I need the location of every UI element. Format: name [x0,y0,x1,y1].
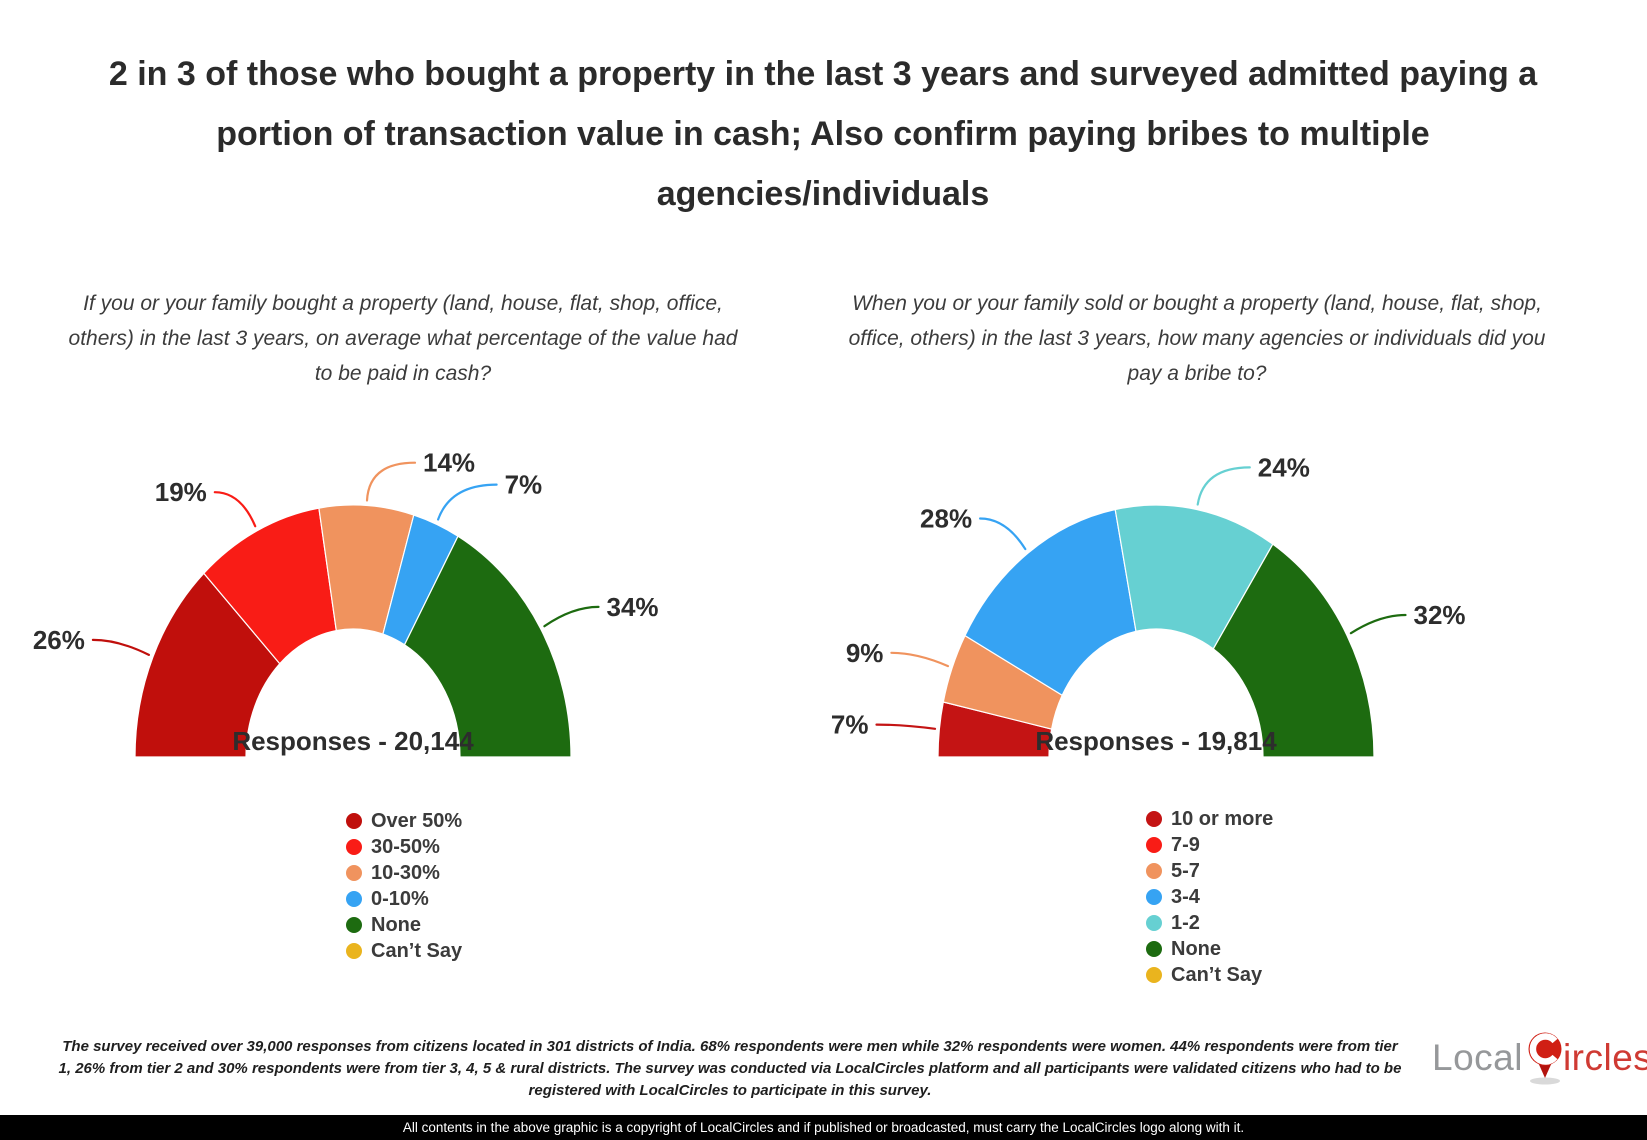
legend-dot [346,865,362,881]
responses-label: Responses - 19,814 [1035,726,1277,756]
legend-label: 3-4 [1171,885,1200,908]
left-half-donut-chart: 26% 19% 14% 7% 34% Responses - 20,144 [33,448,659,758]
logo-text-local: Local [1432,1037,1523,1078]
legend-dot [346,813,362,829]
segment-value-label: 14% [423,448,475,478]
copyright-text: All contents in the above graphic is a c… [402,1120,1245,1135]
label-leader-line [890,651,950,668]
legend-label: None [371,913,421,936]
legend-item: 30-50% [346,834,462,860]
legend-dot [346,917,362,933]
segment-value-label: 24% [1258,452,1310,482]
legend-dot [1146,941,1162,957]
label-leader-line [91,638,150,656]
label-leader-line [1196,466,1251,506]
legend-label: 5-7 [1171,859,1200,882]
right-chart-legend: 10 or more 7-9 5-7 3-4 1-2 None Can’t Say [1146,806,1273,988]
logo-text-ircles: ircles [1562,1037,1647,1078]
label-leader-line [1349,613,1407,635]
responses-label: Responses - 20,144 [232,726,474,756]
map-pin-icon [1528,1032,1562,1085]
segment-value-label: 26% [33,625,85,655]
label-leader-line [365,461,417,502]
legend-dot [1146,967,1162,983]
legend-item: 10 or more [1146,806,1273,832]
legend-dot [1146,889,1162,905]
legend-label: 30-50% [371,835,440,858]
segment-value-label: 28% [920,504,972,534]
segment-value-label: 7% [505,470,543,500]
left-chart-legend: Over 50% 30-50% 10-30% 0-10% None Can’t Say [346,808,462,964]
legend-item: Can’t Say [1146,962,1273,988]
segment-value-label: 19% [155,477,207,507]
label-leader-line [979,517,1027,551]
label-leader-line [213,491,257,528]
donut-segment-3-4 [964,508,1137,697]
legend-item: 7-9 [1146,832,1273,858]
segment-value-label: 7% [831,710,869,740]
survey-methodology-note: The survey received over 39,000 response… [58,1038,1402,1099]
right-chart-question: When you or your family sold or bought a… [848,292,1546,385]
legend-label: 0-10% [371,887,429,910]
page-title: 2 in 3 of those who bought a property in… [108,55,1538,213]
copyright-bar: All contents in the above graphic is a c… [0,1115,1647,1140]
legend-label: 10 or more [1171,807,1274,830]
legend-item: 1-2 [1146,910,1273,936]
legend-item: 3-4 [1146,884,1273,910]
legend-item: Over 50% [346,808,462,834]
legend-label: Over 50% [371,809,463,832]
legend-dot [1146,915,1162,931]
donut-segment-none [1212,543,1375,758]
right-half-donut-chart: 7% 9% 28% 24% 32% Responses - 19,814 [831,452,1466,758]
segment-value-label: 32% [1414,600,1466,630]
legend-item: 0-10% [346,886,462,912]
legend-item: 10-30% [346,860,462,886]
legend-dot [346,891,362,907]
label-leader-line [437,483,498,521]
left-chart-question: If you or your family bought a property … [68,292,738,385]
legend-dot [346,839,362,855]
legend-item: None [346,912,462,938]
legend-dot [1146,837,1162,853]
localcircles-logo: Local ircles [1432,1030,1647,1086]
legend-label: 7-9 [1171,833,1200,856]
legend-dot [1146,811,1162,827]
legend-label: 1-2 [1171,911,1200,934]
legend-label: Can’t Say [371,939,463,962]
donut-segment-none [403,535,572,758]
legend-item: Can’t Say [346,938,462,964]
segment-value-label: 34% [607,592,659,622]
legend-item: None [1146,936,1273,962]
legend-label: None [1171,937,1221,960]
legend-dot [346,943,362,959]
legend-label: 10-30% [371,861,440,884]
legend-item: 5-7 [1146,858,1273,884]
legend-label: Can’t Say [1171,963,1263,986]
label-leader-line [875,723,937,730]
label-leader-line [543,605,600,628]
legend-dot [1146,863,1162,879]
segment-value-label: 9% [846,638,884,668]
